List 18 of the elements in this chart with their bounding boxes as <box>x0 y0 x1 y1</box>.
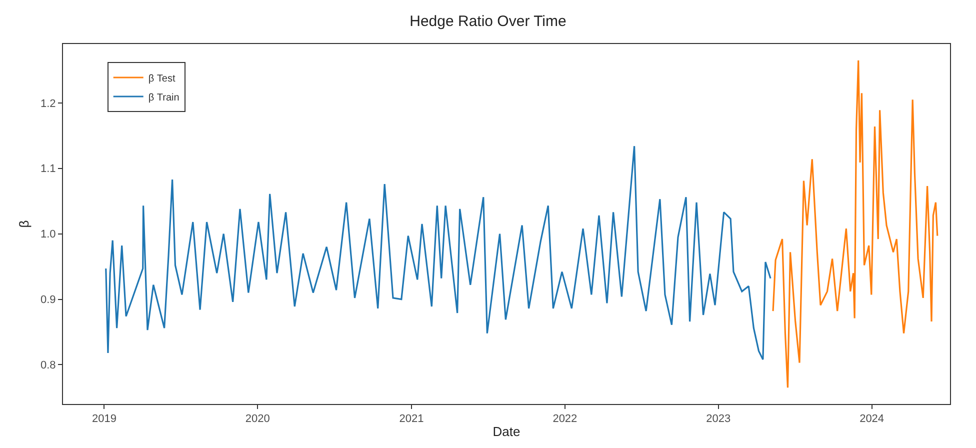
y-tick-label: 0.9 <box>40 294 56 306</box>
x-tick-label: 2019 <box>92 413 116 426</box>
x-axis-title: Date <box>492 424 520 439</box>
line-series <box>772 60 938 388</box>
x-tick-label: 2024 <box>860 413 884 426</box>
y-axis-title: β <box>16 220 32 228</box>
x-tick-label: 2023 <box>706 413 731 426</box>
y-tick-label: 0.8 <box>40 360 56 372</box>
line-series <box>105 145 772 360</box>
legend-label: β Train <box>148 92 180 104</box>
x-tick-label: 2021 <box>399 413 424 426</box>
x-tick-label: 2020 <box>245 413 270 426</box>
y-tick-label: 1.1 <box>40 163 56 176</box>
x-tick-label: 2022 <box>552 413 578 426</box>
y-tick-label: 1.0 <box>40 228 56 241</box>
y-tick-label: 1.2 <box>40 98 56 110</box>
legend-label: β Test <box>148 73 176 84</box>
chart-title: Hedge Ratio Over Time <box>410 13 566 30</box>
